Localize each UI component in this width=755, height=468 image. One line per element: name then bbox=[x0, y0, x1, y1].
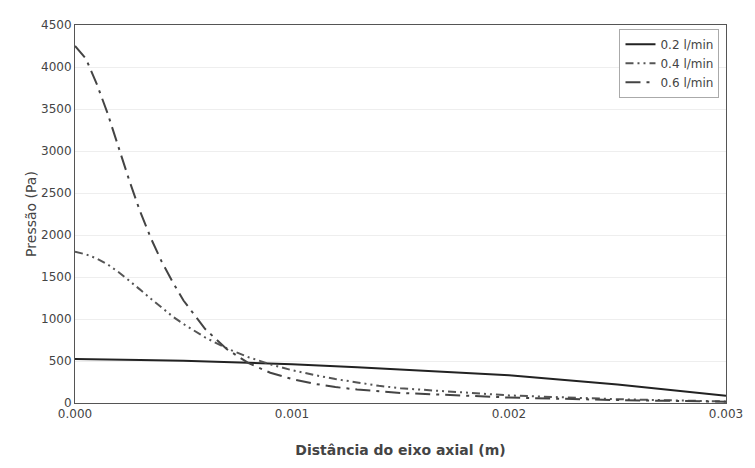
svg-text:Pressão (Pa): Pressão (Pa) bbox=[23, 171, 39, 257]
svg-text:3000: 3000 bbox=[41, 144, 72, 158]
svg-text:4500: 4500 bbox=[41, 18, 72, 32]
svg-text:3500: 3500 bbox=[41, 102, 72, 116]
svg-text:0.2 l/min: 0.2 l/min bbox=[660, 38, 713, 52]
svg-text:1000: 1000 bbox=[41, 312, 72, 326]
svg-text:0: 0 bbox=[64, 396, 72, 410]
svg-text:0.6 l/min: 0.6 l/min bbox=[660, 76, 713, 90]
svg-text:4000: 4000 bbox=[41, 60, 72, 74]
svg-text:0.002: 0.002 bbox=[492, 407, 526, 421]
svg-text:0.4 l/min: 0.4 l/min bbox=[660, 57, 713, 71]
svg-text:Distância do eixo axial (m): Distância do eixo axial (m) bbox=[295, 442, 505, 458]
svg-text:2500: 2500 bbox=[41, 186, 72, 200]
svg-text:2000: 2000 bbox=[41, 228, 72, 242]
svg-text:0.001: 0.001 bbox=[275, 407, 309, 421]
svg-text:500: 500 bbox=[49, 354, 72, 368]
svg-text:0.003: 0.003 bbox=[709, 407, 743, 421]
svg-text:1500: 1500 bbox=[41, 270, 72, 284]
svg-text:0.000: 0.000 bbox=[58, 407, 92, 421]
